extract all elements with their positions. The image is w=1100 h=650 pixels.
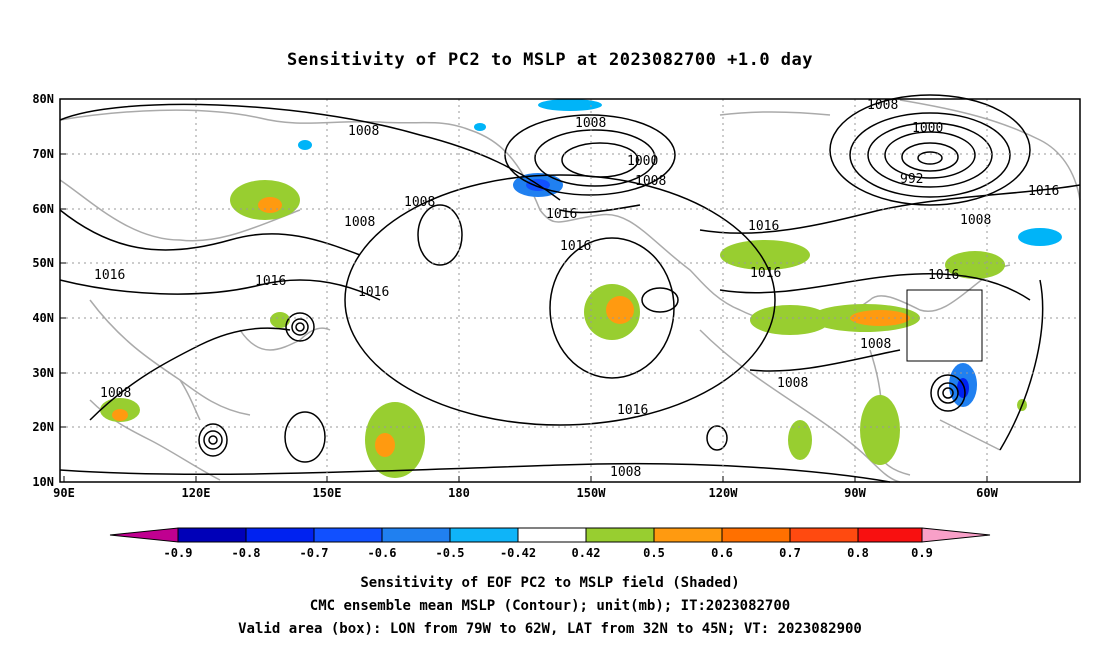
lat-label: 80N xyxy=(32,92,54,106)
contour-label: 1008 xyxy=(960,213,991,228)
colorbar-swatch xyxy=(517,527,587,543)
shade-negative xyxy=(298,140,312,150)
contour-label: 1016 xyxy=(1028,184,1059,199)
colorbar xyxy=(109,527,991,543)
graticule xyxy=(60,99,1080,482)
shade-positive xyxy=(258,197,282,213)
shade-negative xyxy=(957,378,969,398)
colorbar-label: -0.6 xyxy=(368,546,397,560)
lon-label: 120W xyxy=(709,486,739,500)
shade-positive xyxy=(375,433,395,457)
colorbar-label: -0.9 xyxy=(164,546,193,560)
caption-valid-area: Valid area (box): LON from 79W to 62W, L… xyxy=(238,621,862,637)
contour-label: 1016 xyxy=(928,268,959,283)
chart-title: Sensitivity of PC2 to MSLP at 2023082700… xyxy=(286,50,813,70)
contour-label: 1016 xyxy=(748,219,779,234)
colorbar-label: 0.6 xyxy=(711,546,733,560)
map-border xyxy=(59,98,1081,483)
shade-negative xyxy=(474,123,486,131)
shade-positive xyxy=(860,395,900,465)
colorbar-labels: -0.9 -0.8 -0.7 -0.6 -0.5 -0.42 0.42 0.5 … xyxy=(164,546,933,560)
contour-label: 1008 xyxy=(860,337,891,352)
lat-label: 60N xyxy=(32,202,54,216)
lon-label: 150W xyxy=(577,486,607,500)
colorbar-max-triangle xyxy=(921,527,991,543)
contour-label: 1008 xyxy=(867,98,898,113)
shade-positive xyxy=(365,402,425,478)
lat-label: 50N xyxy=(32,256,54,270)
colorbar-min-triangle xyxy=(109,527,179,543)
contour-label: 1000 xyxy=(912,121,943,136)
colorbar-label: 0.7 xyxy=(779,546,801,560)
longitude-labels: 90E 120E 150E 180 150W 120W 90W 60W xyxy=(53,486,998,500)
shade-positive xyxy=(750,305,830,335)
colorbar-swatch xyxy=(789,527,859,543)
lon-label: 120E xyxy=(182,486,211,500)
lon-label: 180 xyxy=(448,486,470,500)
colorbar-swatch xyxy=(585,527,655,543)
shade-negative xyxy=(538,99,602,111)
contour-label: 1016 xyxy=(94,268,125,283)
colorbar-label: 0.8 xyxy=(847,546,869,560)
shade-negative xyxy=(1018,228,1062,246)
colorbar-swatch xyxy=(245,527,315,543)
caption-shading: Sensitivity of EOF PC2 to MSLP field (Sh… xyxy=(360,575,740,591)
colorbar-swatch xyxy=(721,527,791,543)
contour-label: 1000 xyxy=(627,154,658,169)
tick-marks xyxy=(60,98,988,483)
lat-label: 70N xyxy=(32,147,54,161)
colorbar-swatch xyxy=(857,527,923,543)
contour-label: 1008 xyxy=(777,376,808,391)
colorbar-swatch xyxy=(313,527,383,543)
contour-label: 1008 xyxy=(348,124,379,139)
colorbar-label: 0.42 xyxy=(572,546,601,560)
contour-label: 1008 xyxy=(610,465,641,480)
valid-area-box xyxy=(906,289,983,362)
lat-label: 10N xyxy=(32,475,54,489)
colorbar-swatch xyxy=(381,527,451,543)
contour-label: 992 xyxy=(900,172,923,187)
lat-label: 20N xyxy=(32,420,54,434)
colorbar-label: 0.9 xyxy=(911,546,933,560)
shade-positive xyxy=(606,296,634,324)
colorbar-label: 0.5 xyxy=(643,546,665,560)
contour-label: 1016 xyxy=(560,239,591,254)
caption-contour: CMC ensemble mean MSLP (Contour); unit(m… xyxy=(309,598,791,614)
colorbar-label: -0.8 xyxy=(232,546,261,560)
contour-label: 1008 xyxy=(404,195,435,210)
colorbar-label: -0.5 xyxy=(436,546,465,560)
colorbar-swatch xyxy=(177,527,247,543)
colorbar-swatch xyxy=(449,527,519,543)
contour-labels: 1008 1008 1000 1008 992 1000 1008 1016 1… xyxy=(94,98,1059,480)
shade-positive xyxy=(788,420,812,460)
colorbar-label: -0.42 xyxy=(500,546,536,560)
mslp-contours xyxy=(59,94,1081,483)
lon-label: 150E xyxy=(313,486,342,500)
colorbar-swatch xyxy=(653,527,723,543)
contour-label: 1016 xyxy=(617,403,648,418)
contour-label: 1016 xyxy=(255,274,286,289)
colorbar-label: -0.7 xyxy=(300,546,329,560)
shade-positive xyxy=(850,310,910,326)
contour-label: 1016 xyxy=(358,285,389,300)
shade-positive xyxy=(112,409,128,421)
contour-label: 1016 xyxy=(750,266,781,281)
contour-label: 1008 xyxy=(635,174,666,189)
lon-label: 60W xyxy=(976,486,998,500)
contour-label: 1008 xyxy=(100,386,131,401)
shade-positive xyxy=(945,251,1005,279)
lat-label: 40N xyxy=(32,311,54,325)
lon-label: 90E xyxy=(53,486,75,500)
contour-label: 1016 xyxy=(546,207,577,222)
latitude-labels: 80N 70N 60N 50N 40N 30N 20N 10N xyxy=(32,92,54,489)
contour-label: 1008 xyxy=(344,215,375,230)
shade-positive xyxy=(270,312,290,328)
lon-label: 90W xyxy=(844,486,866,500)
coastlines xyxy=(59,99,1081,483)
lat-label: 30N xyxy=(32,366,54,380)
